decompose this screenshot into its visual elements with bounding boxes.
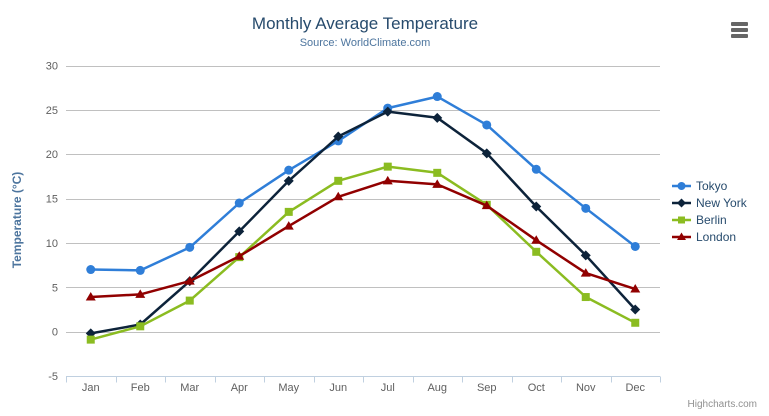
tokyo-series-marker-icon (672, 181, 691, 190)
data-point (283, 221, 294, 230)
data-point (135, 289, 146, 298)
london-series-marker-icon (672, 232, 691, 240)
series-new-york[interactable] (85, 106, 641, 339)
y-axis-label: 0 (52, 327, 58, 339)
legend-label: New York (696, 195, 747, 210)
data-point (185, 242, 195, 252)
data-point (532, 247, 541, 256)
y-gridlines (66, 66, 660, 377)
data-point (432, 112, 443, 123)
series-tokyo[interactable] (86, 92, 640, 275)
hamburger-menu-icon (731, 22, 749, 38)
export-context-menu-button[interactable] (730, 20, 750, 40)
legend-item-london[interactable]: London (672, 228, 747, 245)
x-axis-label: Mar (180, 382, 199, 394)
data-point (382, 175, 393, 185)
x-axis-label: May (278, 382, 299, 394)
x-axis-label: Nov (576, 382, 596, 394)
data-point (581, 203, 591, 213)
y-axis-labels: -5 0 5 10 15 20 25 30 (46, 61, 58, 384)
data-point (432, 179, 443, 188)
data-point (234, 226, 245, 237)
data-point (284, 165, 294, 175)
data-point (531, 164, 541, 174)
data-point (135, 265, 145, 275)
data-point (432, 92, 442, 102)
new-york-series-marker-icon (672, 198, 691, 207)
series-line (89, 179, 637, 299)
credits-link[interactable]: Highcharts.com (687, 399, 757, 410)
data-point (481, 148, 492, 159)
x-axis-label: Feb (131, 382, 150, 394)
data-point (234, 251, 245, 260)
data-point (482, 120, 492, 130)
legend-item-new-york[interactable]: New York (672, 194, 747, 211)
legend: Tokyo New York Berlin London (672, 177, 747, 245)
y-axis-label: 5 (52, 282, 58, 294)
x-axis-label: Sep (477, 382, 497, 394)
data-point (86, 335, 95, 344)
data-point (580, 268, 591, 277)
data-point (481, 200, 492, 210)
data-point (283, 175, 294, 186)
legend-label: London (696, 229, 737, 244)
y-axis-title: Temperature (°C) (10, 171, 24, 269)
y-axis-label: 25 (46, 105, 58, 117)
data-point (630, 304, 641, 315)
data-point (631, 318, 640, 327)
data-point (234, 198, 244, 208)
x-axis-labels: Jan Feb Mar Apr May Jun Jul Aug Sep Oct Nov Dec (82, 382, 646, 394)
x-axis-label: Jan (82, 382, 100, 394)
data-point (85, 292, 96, 301)
x-axis-label: Aug (427, 382, 447, 394)
chart-subtitle: Source: WorldClimate.com (299, 37, 431, 49)
data-point (333, 131, 344, 142)
data-point (382, 106, 393, 117)
x-axis-label: Apr (231, 382, 248, 394)
data-point (185, 296, 194, 305)
data-point (284, 207, 293, 216)
data-point (334, 176, 343, 185)
data-point (580, 250, 591, 261)
data-point (531, 201, 542, 212)
legend-item-tokyo[interactable]: Tokyo (672, 177, 747, 194)
y-axis-label: -5 (48, 371, 58, 383)
data-point (531, 235, 542, 244)
legend-label: Tokyo (696, 178, 728, 193)
data-point (86, 265, 96, 275)
x-axis-label: Oct (528, 382, 545, 394)
x-axis (66, 376, 661, 383)
series-line (89, 165, 637, 341)
series-london[interactable] (85, 175, 641, 301)
data-point (630, 284, 641, 293)
y-axis-label: 30 (46, 61, 58, 73)
data-point (383, 162, 392, 171)
series-line (89, 110, 637, 335)
x-axis-label: Jul (381, 382, 395, 394)
y-axis-label: 10 (46, 238, 58, 250)
y-axis-label: 15 (46, 194, 58, 206)
data-point (630, 241, 640, 251)
legend-item-berlin[interactable]: Berlin (672, 211, 747, 228)
berlin-series-marker-icon (672, 216, 691, 223)
data-point (581, 293, 590, 302)
x-axis-label: Dec (625, 382, 645, 394)
data-point (184, 276, 195, 285)
data-point (433, 168, 442, 177)
data-point (333, 191, 344, 201)
y-axis-label: 20 (46, 149, 58, 161)
x-axis-label: Jun (329, 382, 347, 394)
chart-title: Monthly Average Temperature (251, 14, 479, 33)
legend-label: Berlin (696, 212, 727, 227)
data-point (136, 322, 145, 331)
